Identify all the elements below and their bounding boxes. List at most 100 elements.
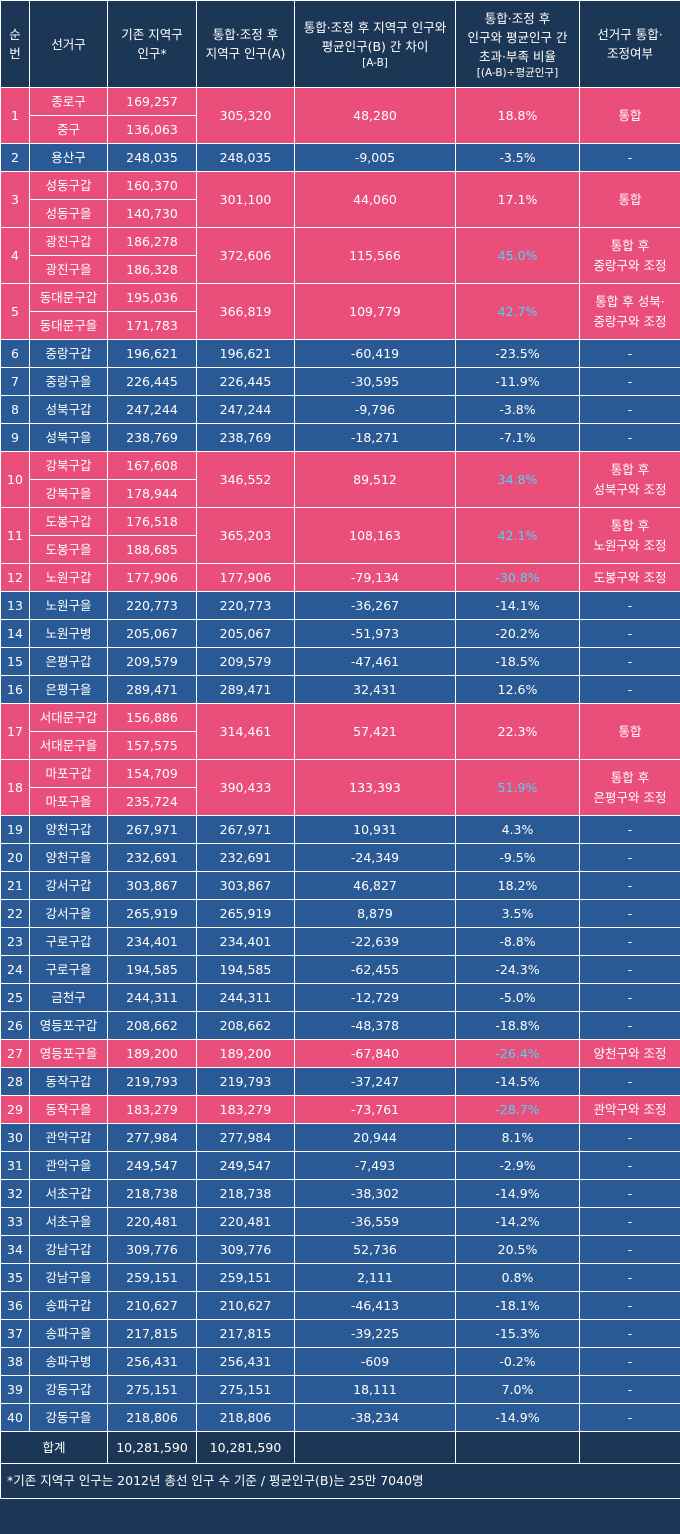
merge-status: -: [579, 1123, 680, 1152]
pop-new: 194,585: [196, 955, 295, 984]
pop-diff: 44,060: [294, 171, 456, 228]
merge-status-line: 통합 후: [610, 769, 650, 785]
merge-status: 통합 후 중랑구와 조정: [579, 227, 680, 284]
district-name: 강북구갑: [29, 451, 108, 480]
district-pop-old: 157,575: [107, 731, 197, 760]
merge-status-line: -: [627, 681, 633, 697]
pop-diff: -73,761: [294, 1095, 456, 1124]
pop-new: 372,606: [196, 227, 295, 284]
merge-status: -: [579, 1235, 680, 1264]
district-name: 영등포구갑: [29, 1011, 108, 1040]
merge-status-line: -: [627, 1185, 633, 1201]
total-pop-old: 10,281,590: [107, 1431, 197, 1464]
district-pop-old: 275,151: [107, 1375, 197, 1404]
table-row: 15 은평구갑 209,579 209,579 -47,461 -18.5% -: [0, 647, 680, 676]
pop-new: 208,662: [196, 1011, 295, 1040]
district-pop-old: 226,445: [107, 367, 197, 396]
merge-status: -: [579, 647, 680, 676]
table-row: 40 강동구을 218,806 218,806 -38,234 -14.9% -: [0, 1403, 680, 1432]
merge-status-line: 통합 후 성북·: [595, 293, 665, 309]
merge-status: 통합 후 성북구와 조정: [579, 451, 680, 508]
pop-diff: -12,729: [294, 983, 456, 1012]
merge-status: -: [579, 339, 680, 368]
district-name: 강서구을: [29, 899, 108, 928]
pop-new: 249,547: [196, 1151, 295, 1180]
row-number: 32: [0, 1179, 30, 1208]
pop-new: 209,579: [196, 647, 295, 676]
merge-status-line: -: [627, 373, 633, 389]
row-number: 38: [0, 1347, 30, 1376]
district-pop-old: 220,481: [107, 1207, 197, 1236]
pop-new: 234,401: [196, 927, 295, 956]
district-pop-old: 234,401: [107, 927, 197, 956]
header-ratio: 통합·조정 후 인구와 평균인구 간 초과·부족 비율 [(A-B)÷평균인구]: [455, 0, 580, 88]
pop-ratio: -7.1%: [455, 423, 580, 452]
pop-ratio: -0.2%: [455, 1347, 580, 1376]
header-no: 순 번: [0, 0, 30, 88]
district-name: 송파구을: [29, 1319, 108, 1348]
merge-status: -: [579, 927, 680, 956]
district-pop-old: 160,370: [107, 171, 197, 200]
merge-status: -: [579, 591, 680, 620]
footnote: *기존 지역구 인구는 2012년 총선 인구 수 기준 / 평균인구(B)는 …: [0, 1463, 680, 1499]
table-row: 27 영등포구을 189,200 189,200 -67,840 -26.4% 양천구와 조…: [0, 1039, 680, 1068]
pop-new: 346,552: [196, 451, 295, 508]
header-pop-old: 기존 지역구 인구*: [107, 0, 197, 88]
pop-new: 289,471: [196, 675, 295, 704]
district-pop-old: 156,886: [107, 703, 197, 732]
district-pop-old: 303,867: [107, 871, 197, 900]
table-row: 36 송파구갑 210,627 210,627 -46,413 -18.1% -: [0, 1291, 680, 1320]
pop-new: 303,867: [196, 871, 295, 900]
table-row: 16 은평구을 289,471 289,471 32,431 12.6% -: [0, 675, 680, 704]
pop-new: 275,151: [196, 1375, 295, 1404]
electoral-district-table: 순 번 선거구 기존 지역구 인구* 통합·조정 후 지역구 인구(A) 통합·…: [0, 0, 680, 1499]
row-number: 36: [0, 1291, 30, 1320]
pop-new: 205,067: [196, 619, 295, 648]
pop-diff: -60,419: [294, 339, 456, 368]
merge-status-line: -: [627, 401, 633, 417]
table-row: 30 관악구갑 277,984 277,984 20,944 8.1% -: [0, 1123, 680, 1152]
district-pop-old: 154,709: [107, 759, 197, 788]
row-number: 11: [0, 507, 30, 564]
district-name: 은평구갑: [29, 647, 108, 676]
merge-status: -: [579, 367, 680, 396]
merge-status: -: [579, 1263, 680, 1292]
district-name: 마포구갑: [29, 759, 108, 788]
district-name: 관악구을: [29, 1151, 108, 1180]
district-name: 강동구을: [29, 1403, 108, 1432]
pop-new: 238,769: [196, 423, 295, 452]
total-empty-ratio: [455, 1431, 580, 1464]
merge-status-line: 통합 후: [610, 461, 650, 477]
merge-status: -: [579, 1375, 680, 1404]
district-pop-old: 209,579: [107, 647, 197, 676]
pop-diff: -62,455: [294, 955, 456, 984]
district-pop-old: 248,035: [107, 143, 197, 172]
total-empty-merge: [579, 1431, 680, 1464]
pop-ratio: 18.8%: [455, 87, 580, 144]
pop-ratio: 8.1%: [455, 1123, 580, 1152]
table-row: 32 서초구갑 218,738 218,738 -38,302 -14.9% -: [0, 1179, 680, 1208]
merge-status-line: -: [627, 653, 633, 669]
district-pop-old: 218,806: [107, 1403, 197, 1432]
pop-ratio: -18.1%: [455, 1291, 580, 1320]
pop-new: 189,200: [196, 1039, 295, 1068]
merge-status-line: -: [627, 1409, 633, 1425]
pop-ratio: 3.5%: [455, 899, 580, 928]
row-number: 9: [0, 423, 30, 452]
pop-diff: 18,111: [294, 1375, 456, 1404]
pop-new: 248,035: [196, 143, 295, 172]
pop-ratio: -18.5%: [455, 647, 580, 676]
district-pop-old: 188,685: [107, 535, 197, 564]
pop-diff: -36,559: [294, 1207, 456, 1236]
district-pop-old: 208,662: [107, 1011, 197, 1040]
district-pop-old: 189,200: [107, 1039, 197, 1068]
pop-ratio: -28.7%: [455, 1095, 580, 1124]
pop-diff: 57,421: [294, 703, 456, 760]
district-name: 서대문구을: [29, 731, 108, 760]
table-row: 23 구로구갑 234,401 234,401 -22,639 -8.8% -: [0, 927, 680, 956]
row-number: 40: [0, 1403, 30, 1432]
table-row: 33 서초구을 220,481 220,481 -36,559 -14.2% -: [0, 1207, 680, 1236]
pop-diff: -38,302: [294, 1179, 456, 1208]
district-name: 광진구갑: [29, 227, 108, 256]
pop-new: 177,906: [196, 563, 295, 592]
